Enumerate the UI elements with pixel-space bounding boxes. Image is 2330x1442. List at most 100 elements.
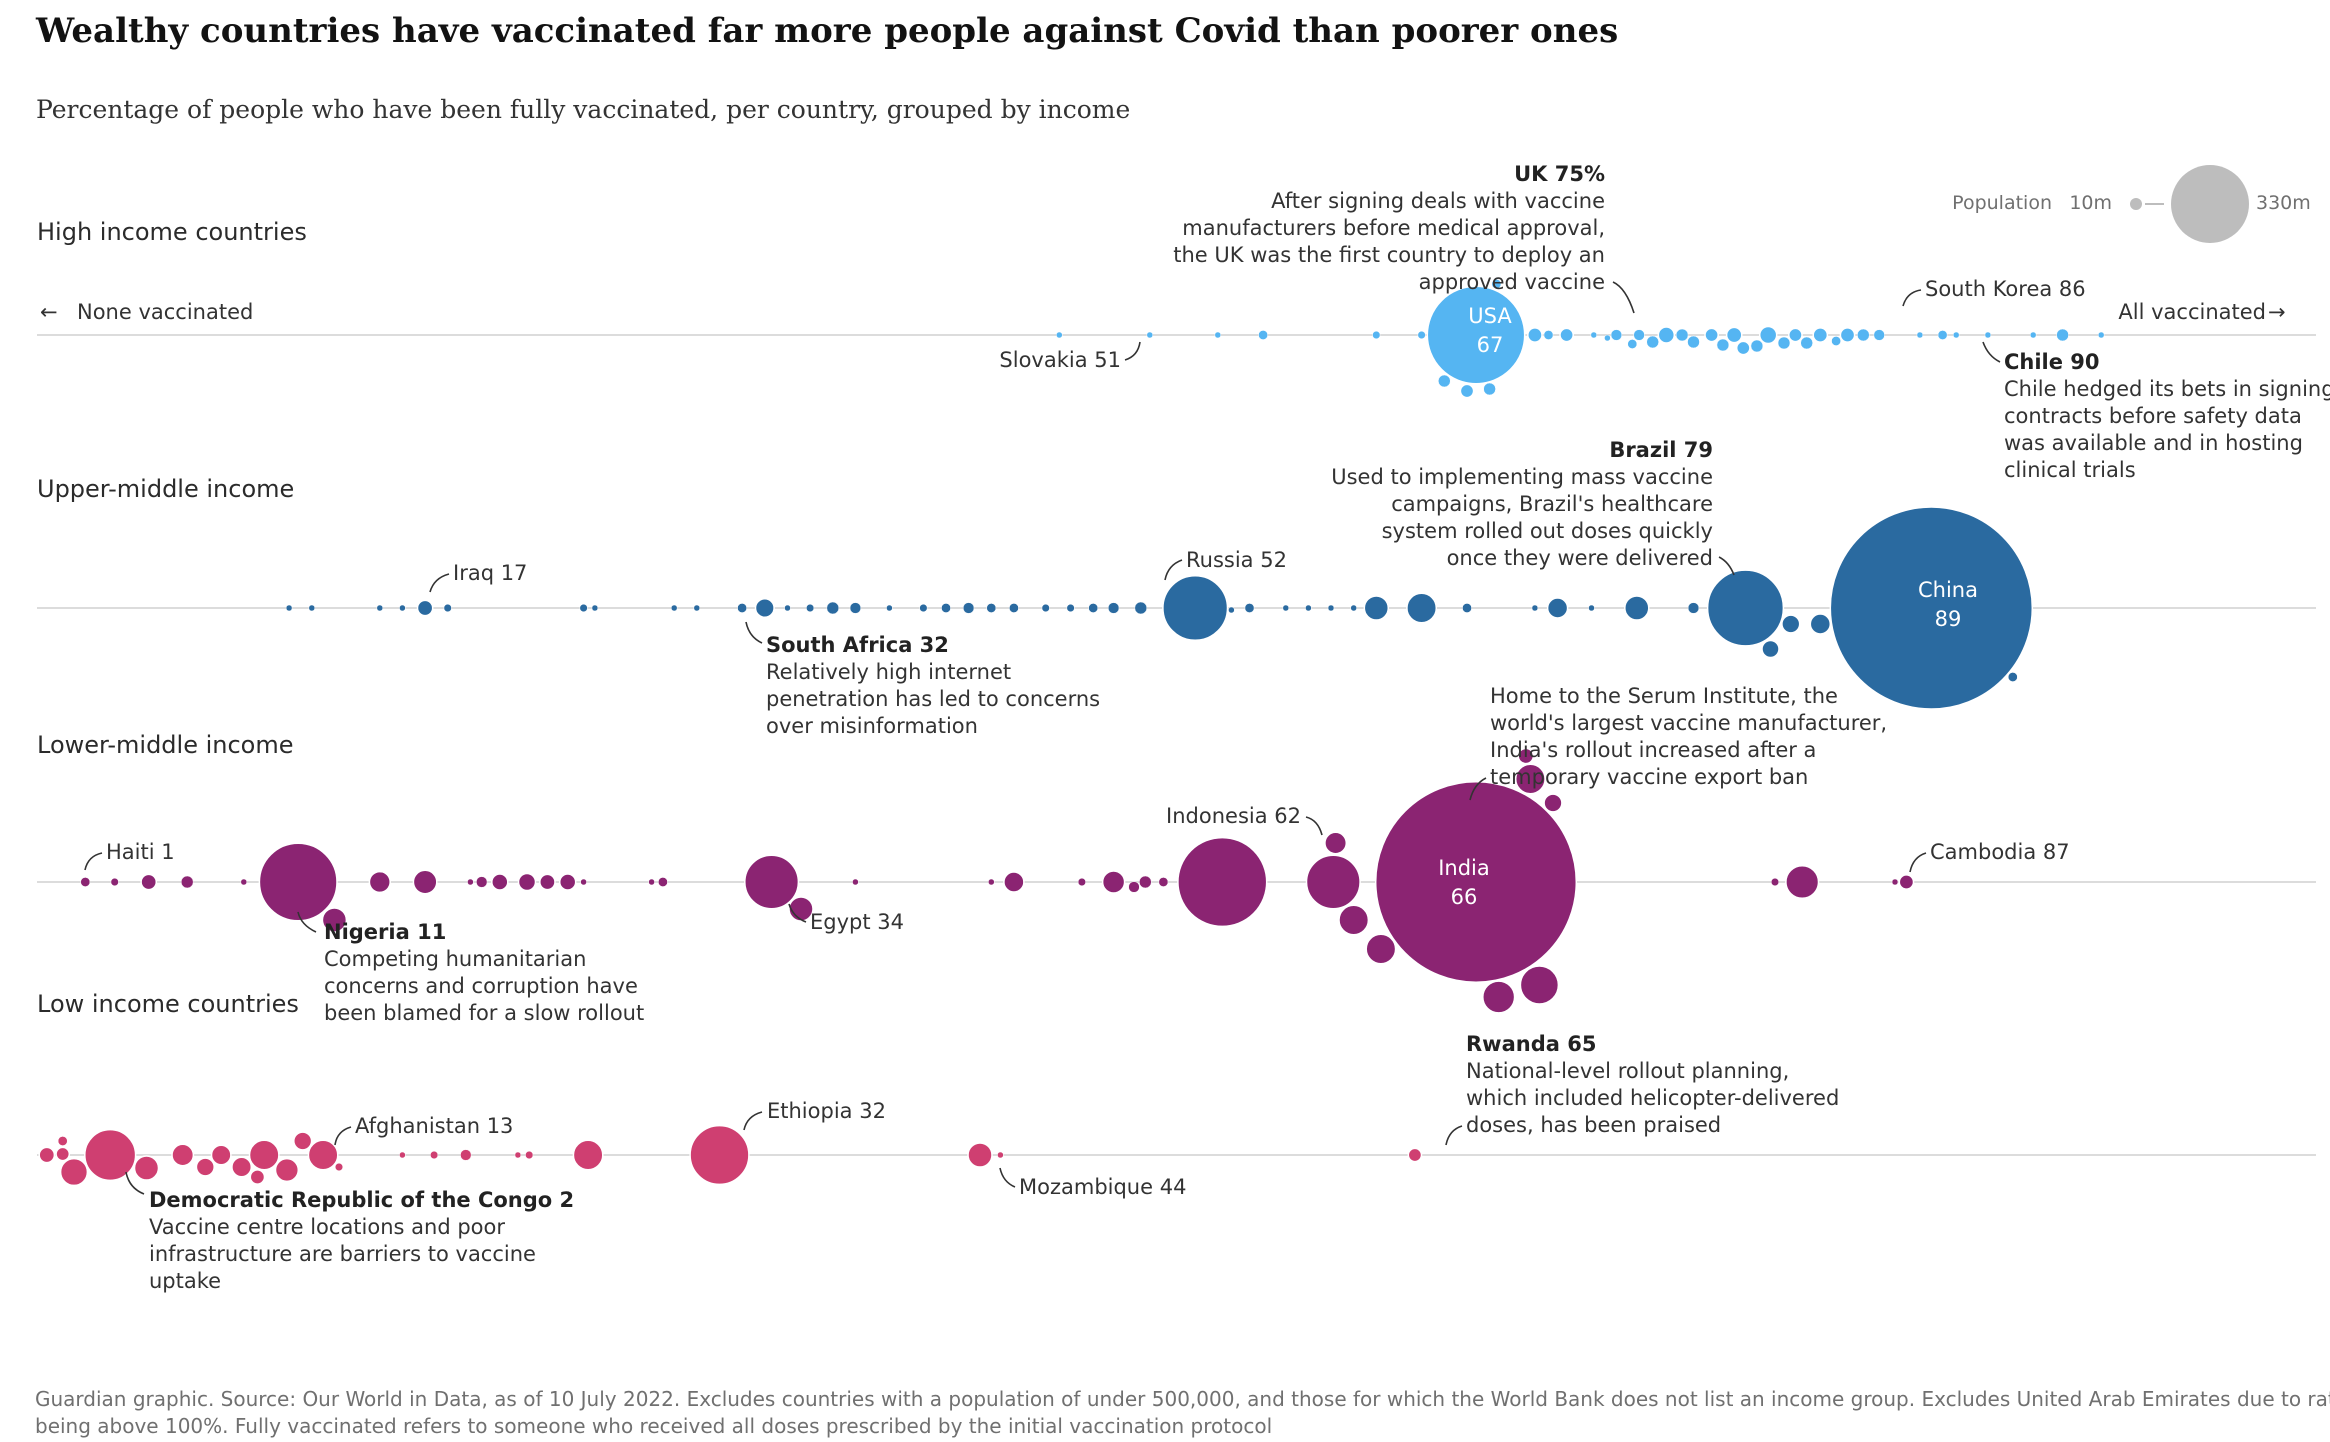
bubble-lower-35: [1514, 763, 1546, 795]
bubble-lower-13: [539, 873, 556, 891]
bubble-lower-27: [1158, 877, 1169, 887]
bubble-upper-30: [1282, 604, 1290, 612]
bubble-lower-7: [368, 870, 391, 894]
bubble-low-16: [399, 1151, 406, 1159]
annotation-rwanda: Rwanda 65 National-level rollout plannin…: [1445, 1032, 1839, 1146]
drc-body-1: Vaccine centre locations and poor: [149, 1215, 505, 1239]
rwanda-leader: [1445, 1125, 1463, 1146]
bubble-high-39: [1984, 331, 1992, 339]
bubble-lower-18: [744, 854, 800, 910]
legend-small-bubble: [2130, 198, 2142, 210]
bubble-upper-43: [1761, 639, 1780, 659]
china-name: China: [1918, 578, 1978, 602]
legend-title: Population: [1952, 192, 2052, 214]
group-label-upper: Upper-middle income: [37, 475, 294, 503]
bubble-upper-4: [416, 599, 434, 617]
india-body-2: world's largest vaccine manufacturer,: [1490, 711, 1887, 735]
uk-leader: [1612, 281, 1635, 314]
bubble-high-1: [1146, 331, 1154, 339]
group-label-low: Low income countries: [37, 990, 299, 1018]
annotation-drc: Democratic Republic of the Congo 2 Vacci…: [125, 1171, 574, 1293]
annotation-afghanistan: Afghanistan 13: [334, 1114, 513, 1146]
bubble-upper-36: [1462, 603, 1472, 613]
bubble-lower-33: [1374, 780, 1578, 984]
uk-body-1: After signing deals with vaccine: [1271, 189, 1605, 213]
bubble-high-6: [1438, 374, 1451, 388]
bubble-lower-36: [1519, 965, 1560, 1005]
bubble-high-41: [2056, 328, 2069, 342]
axis-right-label: All vaccinated →: [2118, 300, 2285, 324]
bubble-upper-8: [670, 604, 678, 612]
south-africa-body-2: penetration has led to concerns: [766, 687, 1100, 711]
bubble-low-14: [307, 1139, 339, 1171]
legend-small-label: 10m: [2069, 192, 2112, 214]
axis-left-label: ← None vaccinated: [40, 300, 253, 324]
bubble-lower-26: [1139, 875, 1152, 889]
legend-large-label: 330m: [2256, 192, 2311, 214]
bubble-upper-29: [1244, 603, 1255, 613]
group-label-high: High income countries: [37, 218, 307, 246]
bubble-lower-25: [1128, 881, 1140, 893]
bubble-high-14: [1604, 334, 1611, 342]
usa-name: USA: [1468, 304, 1512, 328]
drc-body-3: uptake: [149, 1269, 221, 1293]
russia-leader: [1164, 559, 1183, 581]
bubble-upper-27: [1162, 574, 1229, 642]
bubble-low-18: [460, 1149, 472, 1161]
bubble-upper-19: [962, 602, 975, 614]
bubble-lower-20: [852, 878, 859, 886]
annotation-iraq: Iraq 17: [429, 561, 527, 593]
bubble-lower-34: [1482, 980, 1516, 1014]
bubble-high-3: [1258, 330, 1268, 340]
bubble-upper-0: [285, 604, 293, 612]
afghanistan-leader: [334, 1126, 352, 1146]
annotation-chile: Chile 90 Chile hedged its bets in signin…: [1982, 341, 2330, 482]
chile-body-1: Chile hedged its bets in signing: [2004, 377, 2330, 401]
usa-value: 67: [1477, 333, 1504, 357]
bubble-high-38: [1952, 331, 1960, 339]
cambodia-label: Cambodia 87: [1930, 840, 2070, 864]
bubble-lower-12: [517, 872, 537, 892]
bubble-upper-38: [1546, 597, 1569, 619]
bubble-high-0: [1056, 331, 1063, 339]
bubble-lower-24: [1101, 870, 1126, 894]
bubble-lower-21: [988, 878, 995, 886]
bubble-lower-17: [658, 877, 668, 887]
bubble-low-4: [84, 1128, 137, 1182]
indonesia-leader: [1305, 816, 1323, 836]
bubble-lower-23: [1077, 877, 1086, 887]
bubble-lower-22: [1003, 871, 1025, 893]
india-label: India 66: [1438, 856, 1490, 909]
ethiopia-label: Ethiopia 32: [767, 1099, 886, 1123]
bubble-high-24: [1725, 326, 1743, 344]
annotation-slovakia: Slovakia 51: [999, 341, 1141, 372]
bubble-high-12: [1559, 327, 1574, 343]
bubble-upper-1: [308, 604, 316, 612]
bubble-lower-5: [258, 842, 338, 922]
india-name: India: [1438, 856, 1490, 880]
bubble-upper-21: [1009, 603, 1019, 613]
footer-source-2: being above 100%. Fully vaccinated refer…: [35, 1414, 1272, 1438]
bubble-lower-8: [412, 869, 438, 895]
india-body-3: India's rollout increased after a: [1490, 738, 1816, 762]
bubble-high-42: [2097, 331, 2105, 339]
south-africa-leader: [745, 621, 763, 644]
bubble-lower-32: [1365, 933, 1397, 965]
bubble-lower-14: [558, 873, 577, 891]
bubble-lower-29: [1324, 831, 1348, 855]
nigeria-body-2: concerns and corruption have: [324, 974, 638, 998]
bubble-upper-39: [1588, 604, 1595, 612]
uk-body-2: manufacturers before medical approval,: [1182, 216, 1605, 240]
chile-head: Chile 90: [2004, 350, 2100, 374]
brazil-leader: [1718, 556, 1735, 576]
bubble-lower-42: [1898, 874, 1915, 890]
rwanda-body-2: which included helicopter-delivered: [1466, 1086, 1839, 1110]
bubble-upper-26: [1134, 601, 1148, 615]
bubble-upper-44: [1781, 614, 1801, 634]
bubble-upper-24: [1088, 603, 1099, 613]
bubble-high-40: [2029, 331, 2037, 339]
bubble-low-6: [171, 1143, 195, 1167]
bubble-upper-40: [1624, 595, 1650, 621]
drc-leader: [125, 1171, 145, 1195]
